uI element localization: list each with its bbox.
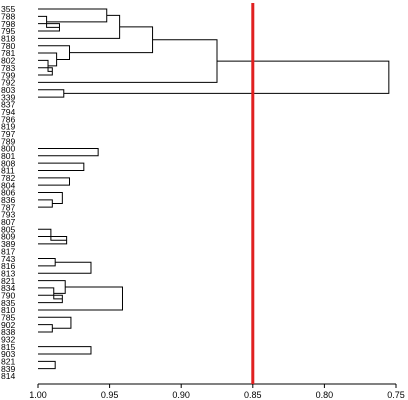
leaf-label: 743 xyxy=(1,254,16,264)
dendrogram-link xyxy=(38,360,56,370)
leaf-labels: 3557887987958187807818027837997928033398… xyxy=(1,4,16,381)
dendrogram-link xyxy=(38,52,58,67)
leaf-label: 810 xyxy=(1,305,16,315)
leaf-label: 792 xyxy=(1,78,16,88)
leaf-label: 815 xyxy=(1,342,16,352)
leaf-label: 781 xyxy=(1,48,16,58)
x-tick-label: 1.00 xyxy=(29,390,47,400)
leaf-label: 811 xyxy=(1,166,15,176)
leaf-label: 799 xyxy=(1,70,16,80)
leaf-label: 809 xyxy=(1,232,16,242)
x-tick-label: 0.90 xyxy=(172,390,190,400)
dendrogram-link xyxy=(69,26,154,54)
dendrogram-link xyxy=(38,89,65,98)
leaf-label: 787 xyxy=(1,202,16,212)
leaf-label: 780 xyxy=(1,41,16,51)
leaf-label: 818 xyxy=(1,34,16,44)
dendrogram-link xyxy=(38,147,99,157)
x-tick-label: 0.80 xyxy=(316,390,334,400)
leaf-label: 814 xyxy=(1,371,16,381)
dendrogram-link xyxy=(38,228,67,241)
leaf-label: 816 xyxy=(1,261,16,271)
dendrogram-branches xyxy=(38,8,390,370)
leaf-label: 783 xyxy=(1,63,16,73)
dendrogram-link xyxy=(38,258,56,267)
leaf-label: 801 xyxy=(1,151,16,161)
dendrogram-link xyxy=(38,316,72,329)
leaf-label: 821 xyxy=(1,276,16,286)
leaf-label: 902 xyxy=(1,320,16,330)
leaf-label: 782 xyxy=(1,173,16,183)
dendrogram-link xyxy=(38,346,92,355)
leaf-label: 834 xyxy=(1,283,16,293)
leaf-label: 794 xyxy=(1,107,16,117)
leaf-label: 808 xyxy=(1,158,16,168)
dendrogram-link xyxy=(38,8,108,23)
x-tick-label: 0.85 xyxy=(244,390,262,400)
leaf-label: 806 xyxy=(1,188,16,198)
leaf-label: 903 xyxy=(1,349,16,359)
leaf-label: 838 xyxy=(1,327,16,337)
dendrogram-link xyxy=(38,199,53,208)
leaf-label: 788 xyxy=(1,12,16,22)
leaf-label: 785 xyxy=(1,312,16,322)
leaf-label: 932 xyxy=(1,335,16,345)
leaf-label: 813 xyxy=(1,268,16,278)
leaf-label: 790 xyxy=(1,290,16,300)
x-tick-label: 0.75 xyxy=(387,390,405,400)
dendrogram-link xyxy=(38,162,85,171)
leaf-label: 836 xyxy=(1,195,16,205)
leaf-label: 798 xyxy=(1,19,16,29)
leaf-label: 819 xyxy=(1,122,16,132)
leaf-label: 795 xyxy=(1,26,16,36)
leaf-label: 339 xyxy=(1,92,16,102)
leaf-label: 835 xyxy=(1,298,16,308)
dendrogram-link xyxy=(63,60,390,94)
dendrogram-link xyxy=(38,324,53,333)
x-axis: 1.00 0.95 0.90 0.85 0.80 0.75 xyxy=(29,383,405,400)
leaf-label: 804 xyxy=(1,180,16,190)
leaf-label: 821 xyxy=(1,357,16,367)
x-tick-label: 0.95 xyxy=(101,390,119,400)
leaf-label: 797 xyxy=(1,129,16,139)
leaf-label: 789 xyxy=(1,136,16,146)
leaf-label: 355 xyxy=(1,4,16,14)
dendrogram-link xyxy=(38,192,63,205)
dendrogram-link xyxy=(38,177,71,186)
dendrogram-link xyxy=(38,280,66,294)
leaf-label: 817 xyxy=(1,246,16,256)
leaf-label: 786 xyxy=(1,114,16,124)
leaf-label: 805 xyxy=(1,224,16,234)
leaf-label: 803 xyxy=(1,85,16,95)
leaf-label: 793 xyxy=(1,210,16,220)
dendrogram-link xyxy=(38,261,92,274)
leaf-label: 802 xyxy=(1,56,16,66)
leaf-label: 800 xyxy=(1,144,16,154)
leaf-label: 839 xyxy=(1,364,16,374)
leaf-label: 389 xyxy=(1,239,16,249)
leaf-label: 837 xyxy=(1,100,16,110)
leaf-label: 807 xyxy=(1,217,16,227)
dendrogram-link xyxy=(38,286,123,311)
